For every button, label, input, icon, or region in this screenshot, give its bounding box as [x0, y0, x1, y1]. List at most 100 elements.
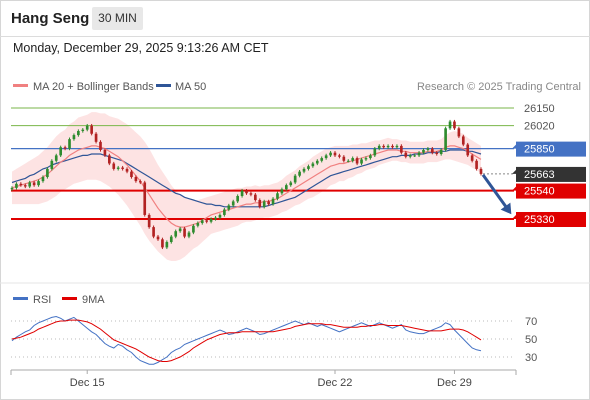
ma50-line	[11, 149, 482, 208]
level-badge-pointer-25330	[512, 215, 516, 223]
candle-body	[54, 155, 58, 161]
candle-body	[143, 182, 147, 215]
candle-body	[271, 198, 275, 205]
candle-body	[315, 160, 319, 164]
candle-body	[338, 155, 341, 157]
candle-body	[311, 163, 315, 167]
candle-body	[94, 133, 98, 142]
candle-body	[236, 195, 239, 202]
candle-body	[475, 160, 478, 169]
candle-body	[426, 148, 430, 150]
candle-body	[85, 125, 89, 130]
level-badge-25540	[516, 183, 586, 199]
candle-body	[293, 175, 297, 183]
candle-body	[320, 158, 324, 161]
level-badge-25850	[516, 141, 586, 157]
level-label-26020: 26020	[524, 121, 555, 133]
level-badge-25663	[516, 166, 586, 182]
candle-body	[249, 193, 253, 195]
candle-body	[200, 220, 204, 224]
level-label-25330: 25330	[524, 214, 555, 226]
candle-body	[431, 148, 434, 153]
candle-body	[479, 168, 483, 174]
candle-body	[404, 152, 408, 157]
x-axis-labels: Dec 15 Dec 22 Dec 29	[70, 370, 472, 389]
candle-body	[364, 158, 368, 160]
candle-body	[174, 231, 178, 237]
candle-body	[77, 131, 80, 136]
candle-body	[267, 201, 270, 205]
candle-body	[276, 193, 279, 199]
candle-body	[187, 232, 191, 237]
level-badge-25330	[516, 212, 586, 227]
candle-body	[280, 189, 284, 194]
candle-body	[231, 201, 235, 206]
ma20-legend-label: MA 20 + Bollinger Bands	[33, 81, 154, 93]
candle-body	[413, 155, 416, 157]
credit-label: Research © 2025 Trading Central	[417, 81, 581, 93]
symbol-title: Hang Seng	[11, 10, 90, 27]
candle-body	[382, 145, 385, 148]
candle-body	[307, 166, 310, 169]
rsi-tick-label-50: 50	[525, 334, 537, 346]
candle-body	[81, 129, 85, 132]
candle-body	[457, 128, 461, 137]
level-badge-pointer-25663	[512, 169, 516, 178]
candle-body	[408, 155, 412, 157]
candle-body	[23, 185, 27, 187]
candle-body	[205, 220, 209, 222]
candle-body	[254, 194, 257, 201]
bollinger-band-fill	[12, 112, 481, 261]
candle-body	[240, 190, 244, 196]
candle-body	[10, 187, 14, 190]
candle-body	[183, 228, 186, 237]
candle-body	[37, 181, 40, 186]
candle-body	[373, 148, 377, 156]
candle-body	[223, 209, 226, 215]
ma9-legend-swatch	[62, 297, 77, 300]
level-label-25663: 25663	[524, 169, 555, 181]
candle-body	[422, 149, 425, 153]
candle-body	[130, 171, 133, 178]
ma50-legend-swatch	[156, 84, 171, 87]
rsi-legend-label: RSI	[33, 294, 51, 306]
rsi-tick-label-70: 70	[525, 316, 537, 328]
candle-body	[324, 155, 328, 159]
candle-body	[461, 136, 465, 145]
candle-body	[125, 168, 129, 172]
candle-body	[112, 163, 116, 169]
candle-body	[360, 159, 363, 164]
candle-body	[116, 167, 120, 169]
x-tick-label: Dec 29	[437, 377, 472, 389]
ma20-line	[11, 145, 482, 228]
candle-body	[59, 147, 62, 156]
candle-body	[28, 182, 32, 187]
candle-body	[386, 145, 390, 148]
candle-body	[178, 228, 182, 232]
candle-body	[245, 190, 248, 194]
level-badge-pointer-25850	[512, 144, 516, 153]
candle-body	[262, 201, 266, 207]
candle-body	[196, 223, 200, 226]
candle-body	[19, 183, 23, 186]
candle-body	[214, 217, 217, 219]
rsi-line	[11, 315, 482, 365]
candle-body	[377, 145, 381, 149]
timeframe-button[interactable]: 30 MIN	[92, 7, 143, 30]
level-label-26150: 26150	[524, 103, 555, 115]
price-plot: 26150 26020 25850 25663 25540 25330	[10, 103, 586, 261]
candle-body	[32, 182, 36, 186]
rsi-legend-swatch	[13, 297, 28, 300]
candle-body	[466, 144, 470, 156]
rsi-ma9-line	[11, 319, 482, 362]
candle-body	[391, 145, 394, 148]
candle-body	[90, 125, 93, 134]
candle-body	[46, 168, 49, 178]
candle-body	[329, 152, 332, 156]
candle-body	[41, 177, 45, 182]
candle-body	[284, 185, 288, 190]
level-label-25540: 25540	[524, 186, 555, 198]
candle-body	[165, 242, 169, 248]
ma20-legend-swatch	[13, 84, 28, 87]
candle-body	[72, 135, 76, 140]
